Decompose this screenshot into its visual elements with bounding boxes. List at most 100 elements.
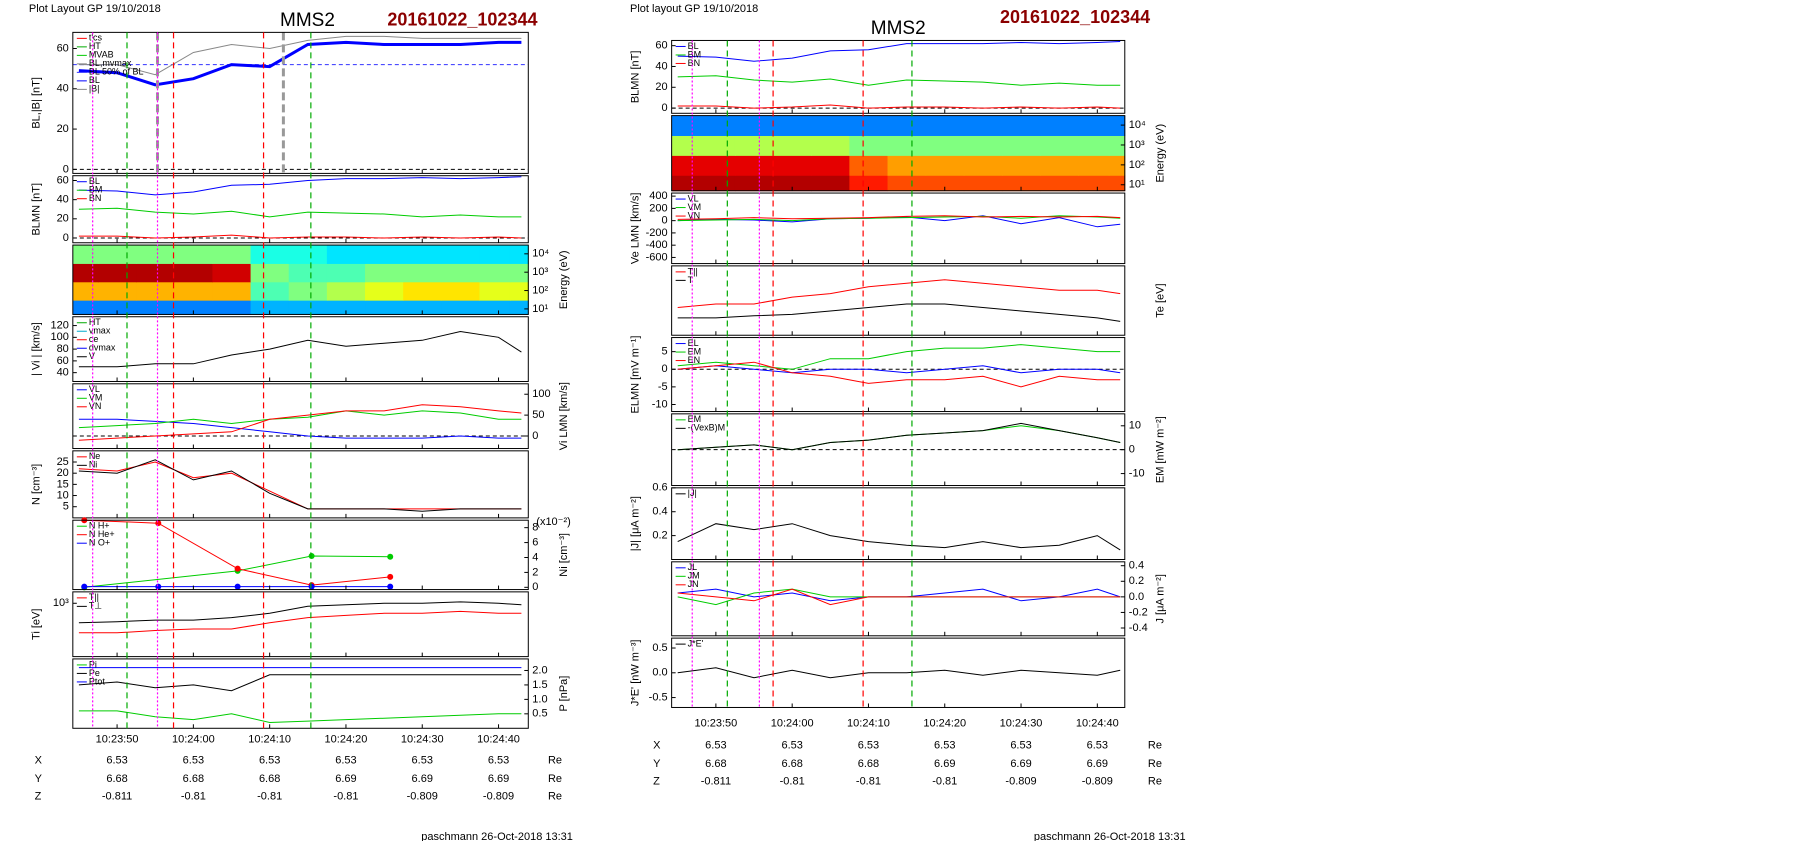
panel-frame (671, 192, 1126, 265)
spectrogram-cell (441, 300, 480, 315)
ephemeris-value: 6.68 (858, 758, 879, 770)
ephemeris-unit: Re (1148, 740, 1162, 752)
series-line (78, 610, 522, 634)
y-tick-label: 400 (649, 190, 667, 202)
series-line (677, 303, 1121, 322)
spectrogram-cell (250, 300, 290, 315)
spectrogram-cell (773, 175, 812, 192)
y-tick-label: 0.0 (652, 667, 667, 679)
legend-label: HT (89, 317, 101, 327)
y-tick-label: 4 (532, 551, 538, 563)
spectrogram-cell (509, 281, 529, 301)
spectrogram-cell (212, 245, 252, 264)
spectrogram-cell (326, 245, 366, 264)
y-tick-label: 0 (532, 430, 538, 442)
spectrogram-cell (811, 175, 850, 192)
spectrogram-cell (212, 300, 252, 315)
series-point (387, 573, 394, 580)
header-layout: Plot layout GP 19/10/2018 (630, 3, 758, 15)
series-line (677, 523, 1121, 551)
panel-frame (671, 337, 1126, 413)
y-axis-label: EM [mW m⁻²] (1155, 416, 1167, 483)
spectrogram-cell (174, 245, 213, 264)
y-tick-label: 120 (50, 319, 68, 331)
ephemeris-value: -0.81 (257, 790, 282, 802)
spectrogram-cell (696, 155, 736, 176)
panel-frame (671, 487, 1126, 561)
y-tick-label: 10 (1129, 420, 1141, 432)
panel-frame (72, 383, 529, 450)
ephemeris-value: 6.53 (858, 740, 879, 752)
y-axis-label: Energy (eV) (1155, 124, 1167, 183)
legend-label: VN (89, 401, 102, 411)
legend-label: T (688, 275, 694, 285)
y-axis-label: ELMN [mV m⁻¹] (630, 336, 642, 414)
spectrogram-cell (136, 245, 175, 264)
series-line (677, 588, 1121, 606)
legend-label: vmax (89, 326, 111, 336)
spectrogram-cell (479, 263, 511, 283)
y-tick-label: 200 (649, 202, 667, 214)
axis-note: (x10⁻²) (536, 516, 571, 528)
spectrogram-cell (1078, 175, 1110, 192)
spectrogram-cell (849, 135, 889, 156)
legend-label: VL (688, 193, 699, 203)
spectrogram-cell (441, 281, 480, 301)
spectrogram-cell (509, 245, 529, 264)
spectrogram-cell (365, 245, 404, 264)
spectrogram-cell (479, 281, 511, 301)
y-axis-label: BLMN [nT] (630, 51, 642, 104)
spectrogram-cell (441, 263, 480, 283)
y-tick-label: 40 (655, 60, 667, 72)
spectrogram-cell (174, 263, 213, 283)
spectrogram-cell (98, 281, 137, 301)
ephemeris-label: X (35, 755, 43, 767)
y-tick-label: 10⁴ (532, 248, 549, 260)
legend-label: MVAB (89, 50, 114, 60)
spectrogram-cell (479, 245, 511, 264)
y-axis-label: Ve LMN [km/s] (630, 193, 642, 265)
spectrogram-cell (734, 175, 774, 192)
spectrogram-cell (696, 115, 736, 136)
y-axis-label: Ni [cm⁻³] (558, 533, 570, 577)
ephemeris-value: 6.69 (1010, 758, 1031, 770)
ephemeris-value: 6.53 (781, 740, 802, 752)
ephemeris-value: 6.53 (488, 755, 509, 767)
spectrogram-cell (849, 175, 889, 192)
y-tick-label: 40 (57, 83, 69, 95)
series-point (234, 565, 241, 572)
spectrogram-cell (326, 281, 366, 301)
y-tick-label: 60 (57, 355, 69, 367)
spectrogram-cell (1108, 135, 1126, 156)
series-line (677, 215, 1121, 228)
legend-label: |B| (89, 84, 100, 94)
legend-label: dvmax (89, 343, 116, 353)
spectrogram-cell (212, 281, 252, 301)
legend-label: JL (688, 562, 698, 572)
spectrogram-cell (963, 155, 1003, 176)
ephemeris-value: 6.53 (259, 755, 280, 767)
ephemeris-value: 6.53 (183, 755, 204, 767)
ephemeris-value: 6.53 (1087, 740, 1108, 752)
y-tick-label: 0 (662, 215, 668, 227)
legend-label: T|| (688, 266, 698, 276)
panel-frame (671, 39, 1126, 114)
y-tick-label: 20 (57, 467, 69, 479)
legend-label: EM (688, 414, 702, 424)
x-tick-label: 10:23:50 (96, 734, 139, 746)
spectrogram-cell (250, 281, 290, 301)
ephemeris-label: Y (653, 758, 661, 770)
y-axis-label: |J| [μA m⁻²] (630, 496, 642, 551)
legend-label: N H+ (89, 521, 110, 531)
spectrogram-cell (403, 281, 442, 301)
y-tick-label: -200 (646, 227, 668, 239)
header-title: MMS2 (871, 18, 926, 39)
legend-label: JN (688, 579, 699, 589)
y-tick-label: 20 (57, 213, 69, 225)
y-axis-label: Te [eV] (1155, 283, 1167, 317)
panel-frame (671, 561, 1126, 637)
spectrogram-cell (174, 300, 213, 315)
series-line (84, 519, 391, 586)
panel-frame (671, 115, 1126, 192)
